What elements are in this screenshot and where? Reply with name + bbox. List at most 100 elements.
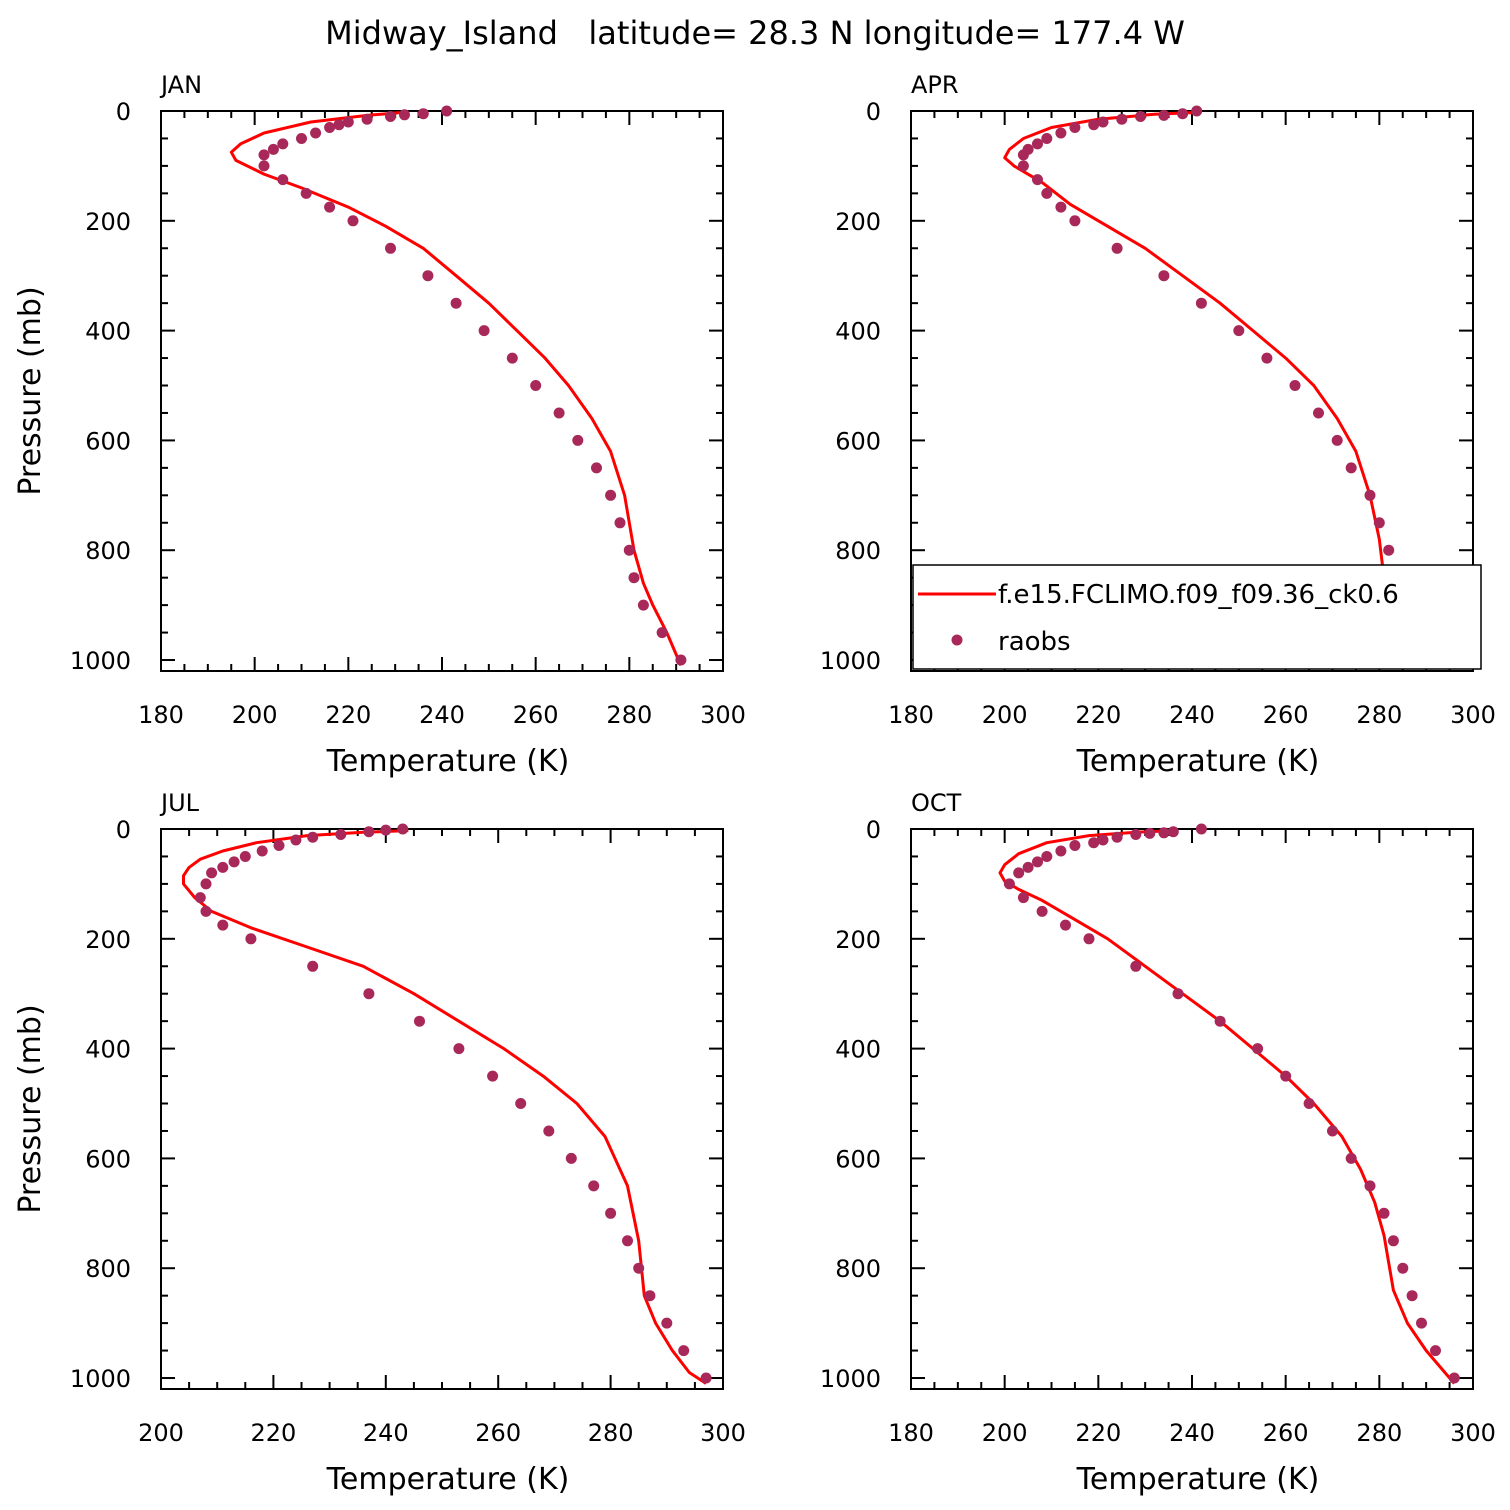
x-tick-label: 280 — [1356, 1419, 1402, 1447]
raobs-point — [1261, 352, 1273, 364]
panel-label: OCT — [911, 789, 962, 817]
y-tick-label: 800 — [835, 1255, 881, 1283]
raobs-point — [361, 113, 373, 125]
raobs-point — [1013, 867, 1025, 879]
raobs-point — [1406, 1290, 1418, 1302]
raobs-point — [290, 834, 302, 846]
raobs-point — [1345, 1152, 1357, 1164]
plot-frame — [160, 828, 724, 1390]
panel-jul: 200 220 240 260 280 300 0 200 400 600 800 1000 JUL Te… — [13, 789, 746, 1497]
raobs-point — [194, 892, 206, 904]
y-tick-label: 400 — [85, 318, 131, 346]
raobs-point — [1191, 105, 1203, 117]
raobs-point — [623, 544, 635, 556]
plot-frame — [160, 110, 724, 672]
model-profile-line — [182, 829, 707, 1385]
raobs-point — [1364, 489, 1376, 501]
y-tick-label: 0 — [866, 98, 881, 126]
x-tick-label: 180 — [888, 701, 934, 729]
raobs-point — [267, 143, 279, 155]
y-tick-label: 0 — [116, 98, 131, 126]
raobs-point — [1116, 113, 1128, 125]
raobs-point — [644, 1290, 656, 1302]
raobs-point — [1252, 1043, 1264, 1055]
panel-jan: 180 200 220 240 260 280 300 0 200 400 600 800 1000 JA… — [13, 71, 746, 779]
x-tick-label: 300 — [700, 1419, 746, 1447]
raobs-point — [1069, 122, 1081, 133]
model-profile-line — [229, 111, 683, 667]
raobs-point — [1158, 270, 1170, 282]
raobs-point — [1032, 138, 1043, 150]
raobs-point — [277, 174, 289, 186]
legend-label-model: f.e15.FCLIMO.f09_f09.36_ck0.6 — [998, 580, 1399, 610]
plot-frame — [910, 828, 1474, 1390]
raobs-point — [478, 325, 490, 337]
raobs-point — [1280, 1070, 1292, 1082]
raobs-point — [1373, 517, 1385, 529]
x-tick-label: 200 — [982, 1419, 1028, 1447]
raobs-point — [605, 1207, 617, 1219]
y-tick-label: 1000 — [70, 1365, 131, 1393]
raobs-point — [1003, 878, 1015, 890]
raobs-point — [1387, 1235, 1399, 1247]
raobs-point — [1130, 829, 1142, 840]
raobs-point — [1111, 831, 1123, 843]
y-tick-label: 200 — [835, 208, 881, 236]
raobs-point — [675, 654, 687, 666]
raobs-point — [1022, 861, 1034, 873]
x-tick-label: 280 — [1356, 701, 1402, 729]
raobs-point — [614, 517, 626, 529]
raobs-point — [228, 856, 240, 868]
panel-label: APR — [911, 71, 959, 99]
raobs-point — [1167, 826, 1179, 838]
raobs-point — [487, 1070, 499, 1082]
legend-label-raobs: raobs — [998, 627, 1071, 657]
raobs-point — [1158, 827, 1170, 839]
raobs-point — [300, 187, 312, 199]
raobs-point — [450, 297, 462, 309]
raobs-point — [245, 933, 257, 945]
raobs-point — [543, 1125, 555, 1137]
raobs-point — [258, 160, 270, 172]
raobs-point — [1088, 119, 1100, 131]
raobs-point — [1327, 1125, 1338, 1137]
x-tick-label: 260 — [475, 1419, 521, 1447]
y-tick-label: 600 — [85, 1145, 131, 1173]
raobs-point — [572, 434, 584, 446]
x-axis-title: Temperature (K) — [1076, 1462, 1320, 1497]
raobs-point — [1055, 127, 1067, 139]
raobs-point — [553, 407, 565, 419]
raobs-point — [380, 824, 392, 836]
raobs-point — [217, 861, 229, 873]
y-tick-label: 400 — [85, 1036, 131, 1064]
y-tick-label: 0 — [116, 816, 131, 844]
x-axis-title: Temperature (K) — [326, 1462, 570, 1497]
raobs-point — [342, 116, 354, 128]
raobs-point — [1088, 837, 1100, 849]
y-tick-label: 800 — [835, 537, 881, 565]
raobs-point — [333, 119, 345, 131]
raobs-point — [1416, 1317, 1427, 1329]
legend-box — [912, 564, 1482, 670]
x-axis-title: Temperature (K) — [326, 744, 570, 779]
raobs-point — [307, 960, 319, 972]
raobs-point — [1214, 1015, 1226, 1027]
raobs-point — [1055, 845, 1067, 857]
raobs-point — [1097, 834, 1109, 846]
y-tick-label: 200 — [85, 926, 131, 954]
raobs-point — [258, 149, 270, 161]
x-tick-label: 240 — [1169, 1419, 1215, 1447]
raobs-point — [1397, 1262, 1409, 1274]
raobs-point — [1130, 960, 1142, 972]
raobs-point — [622, 1235, 633, 1247]
y-tick-label: 400 — [835, 1036, 881, 1064]
raobs-point — [1313, 407, 1324, 419]
raobs-point — [1378, 1207, 1390, 1219]
y-tick-label: 800 — [85, 1255, 131, 1283]
x-tick-label: 200 — [138, 1419, 184, 1447]
raobs-point — [1331, 434, 1343, 446]
raobs-point — [1233, 325, 1245, 337]
legend-marker-swatch — [951, 634, 963, 646]
raobs-point — [417, 108, 429, 120]
